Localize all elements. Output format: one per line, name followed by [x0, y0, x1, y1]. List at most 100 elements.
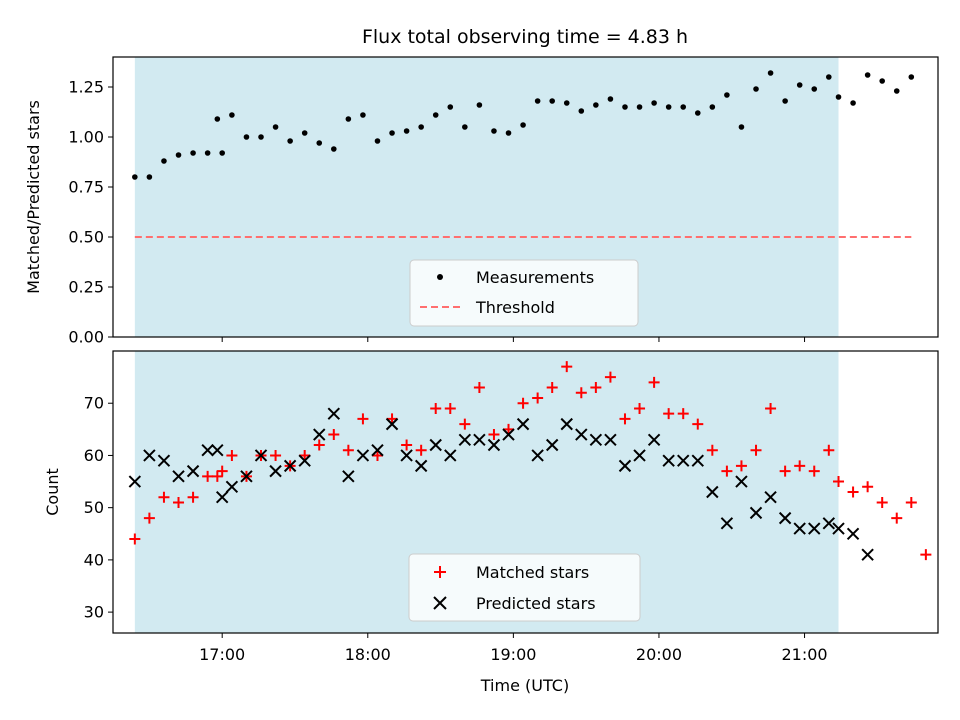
measurement-point — [709, 104, 716, 110]
bottom-xticks: 17:00 18:00 19:00 20:00 21:00 — [199, 633, 828, 664]
matched-star-point — [794, 460, 806, 472]
measurement-point — [578, 108, 585, 114]
predicted-star-point — [414, 459, 428, 473]
predicted-star-point — [749, 506, 763, 520]
measurement-point — [505, 130, 512, 136]
matched-star-point — [706, 444, 718, 456]
matched-star-point — [891, 512, 903, 524]
predicted-star-point — [861, 548, 874, 561]
matched-star-point — [823, 444, 835, 456]
matched-star-point — [211, 470, 223, 482]
predicted-star-point — [342, 470, 355, 483]
top-ytick-label: 0.75 — [68, 178, 104, 197]
predicted-stars-legend-marker — [433, 596, 447, 610]
predicted-star-point — [444, 449, 457, 462]
measurement-point — [316, 140, 323, 146]
predicted-star-point — [298, 454, 311, 467]
matched-star-point — [401, 439, 413, 451]
matched-star-point — [721, 465, 733, 477]
measurement-point — [175, 152, 182, 158]
measurement-point — [534, 98, 541, 104]
top-ytick-label: 1.25 — [68, 78, 104, 97]
predicted-star-point — [211, 444, 224, 457]
measurement-point — [636, 104, 643, 110]
matched-star-point — [677, 408, 689, 420]
matched-star-point — [313, 439, 325, 451]
top-axes: 0.00 0.25 0.50 0.75 1.00 1.25 Matched/Predict… — [24, 56, 939, 347]
predicted-star-point — [531, 449, 544, 462]
measurement-point — [767, 70, 774, 76]
matched-star-point — [808, 465, 820, 477]
measurement-point — [680, 104, 687, 110]
bottom-xlabel: Time (UTC) — [480, 676, 569, 695]
matched-star-point — [833, 476, 845, 488]
measurement-point — [287, 138, 293, 144]
top-points-layer — [132, 70, 915, 180]
matched-star-point — [430, 402, 442, 414]
matched-star-point — [459, 418, 471, 430]
measurement-point — [219, 150, 225, 156]
measurement-point — [190, 150, 196, 156]
matched-star-point — [862, 481, 874, 493]
measurement-point — [563, 100, 570, 106]
matched-star-point — [216, 465, 228, 477]
matched-star-point — [619, 413, 631, 425]
bottom-ytick-label: 40 — [84, 550, 104, 569]
predicted-star-point — [575, 428, 588, 441]
predicted-star-point — [240, 470, 253, 483]
measurement-point — [389, 130, 395, 136]
predicted-star-point — [662, 454, 675, 467]
measurement-point — [272, 124, 279, 130]
predicted-stars-legend-label: Predicted stars — [476, 594, 596, 613]
measurement-point — [651, 100, 657, 106]
matched-star-point — [546, 382, 558, 394]
bottom-plot-frame — [112, 350, 939, 634]
bottom-legend: Matched stars Predicted stars — [408, 553, 641, 622]
predicted-star-point — [633, 449, 646, 462]
predicted-star-point — [429, 438, 442, 452]
predicted-star-point — [677, 454, 690, 467]
matched-star-point — [202, 470, 214, 482]
measurement-point — [418, 124, 424, 130]
bottom-xtick-label: 17:00 — [199, 645, 245, 664]
matched-star-point — [342, 444, 354, 456]
measurement-point — [879, 78, 885, 84]
top-ylabel: Matched/Predicted stars — [24, 100, 43, 294]
predicted-star-point — [516, 417, 530, 431]
measurements-legend-label: Measurements — [476, 268, 594, 287]
measurement-point — [360, 112, 366, 118]
matched-star-point — [735, 460, 747, 472]
predicted-star-point — [254, 449, 268, 462]
bottom-xtick-label: 19:00 — [490, 645, 536, 664]
predicted-star-point — [313, 428, 326, 441]
predicted-star-point — [473, 433, 486, 446]
predicted-star-point — [157, 454, 171, 467]
matched-star-point — [444, 402, 456, 414]
predicted-star-point — [822, 517, 836, 530]
measurement-point — [549, 98, 555, 104]
measurement-point — [229, 112, 235, 118]
measurement-point — [738, 124, 745, 130]
predicted-star-point — [846, 527, 860, 540]
bottom-axes: 30 40 50 60 70 17:00 18:00 19:00 20:00 21:00 Cou… — [43, 350, 939, 695]
predicted-star-point — [793, 522, 806, 535]
predicted-star-point — [269, 464, 282, 478]
predicted-star-point — [691, 454, 704, 467]
predicted-star-point — [832, 522, 845, 535]
top-ytick-label: 0.25 — [68, 278, 104, 297]
matched-star-point — [648, 376, 660, 388]
matched-star-point — [129, 533, 141, 545]
measurement-point — [835, 94, 842, 100]
predicted-star-point — [385, 417, 399, 431]
bottom-ytick-label: 60 — [84, 446, 104, 465]
top-xticks — [221, 337, 806, 342]
matched-star-point — [634, 402, 646, 414]
matched-stars-legend-marker — [434, 566, 446, 578]
matched-star-point — [517, 397, 529, 409]
threshold-legend-label: Threshold — [475, 298, 555, 317]
matched-star-point — [575, 387, 587, 399]
bottom-xtick-label: 20:00 — [636, 645, 682, 664]
measurements-legend-marker — [437, 274, 443, 280]
matched-star-point — [561, 361, 573, 373]
matched-star-point — [663, 408, 675, 420]
